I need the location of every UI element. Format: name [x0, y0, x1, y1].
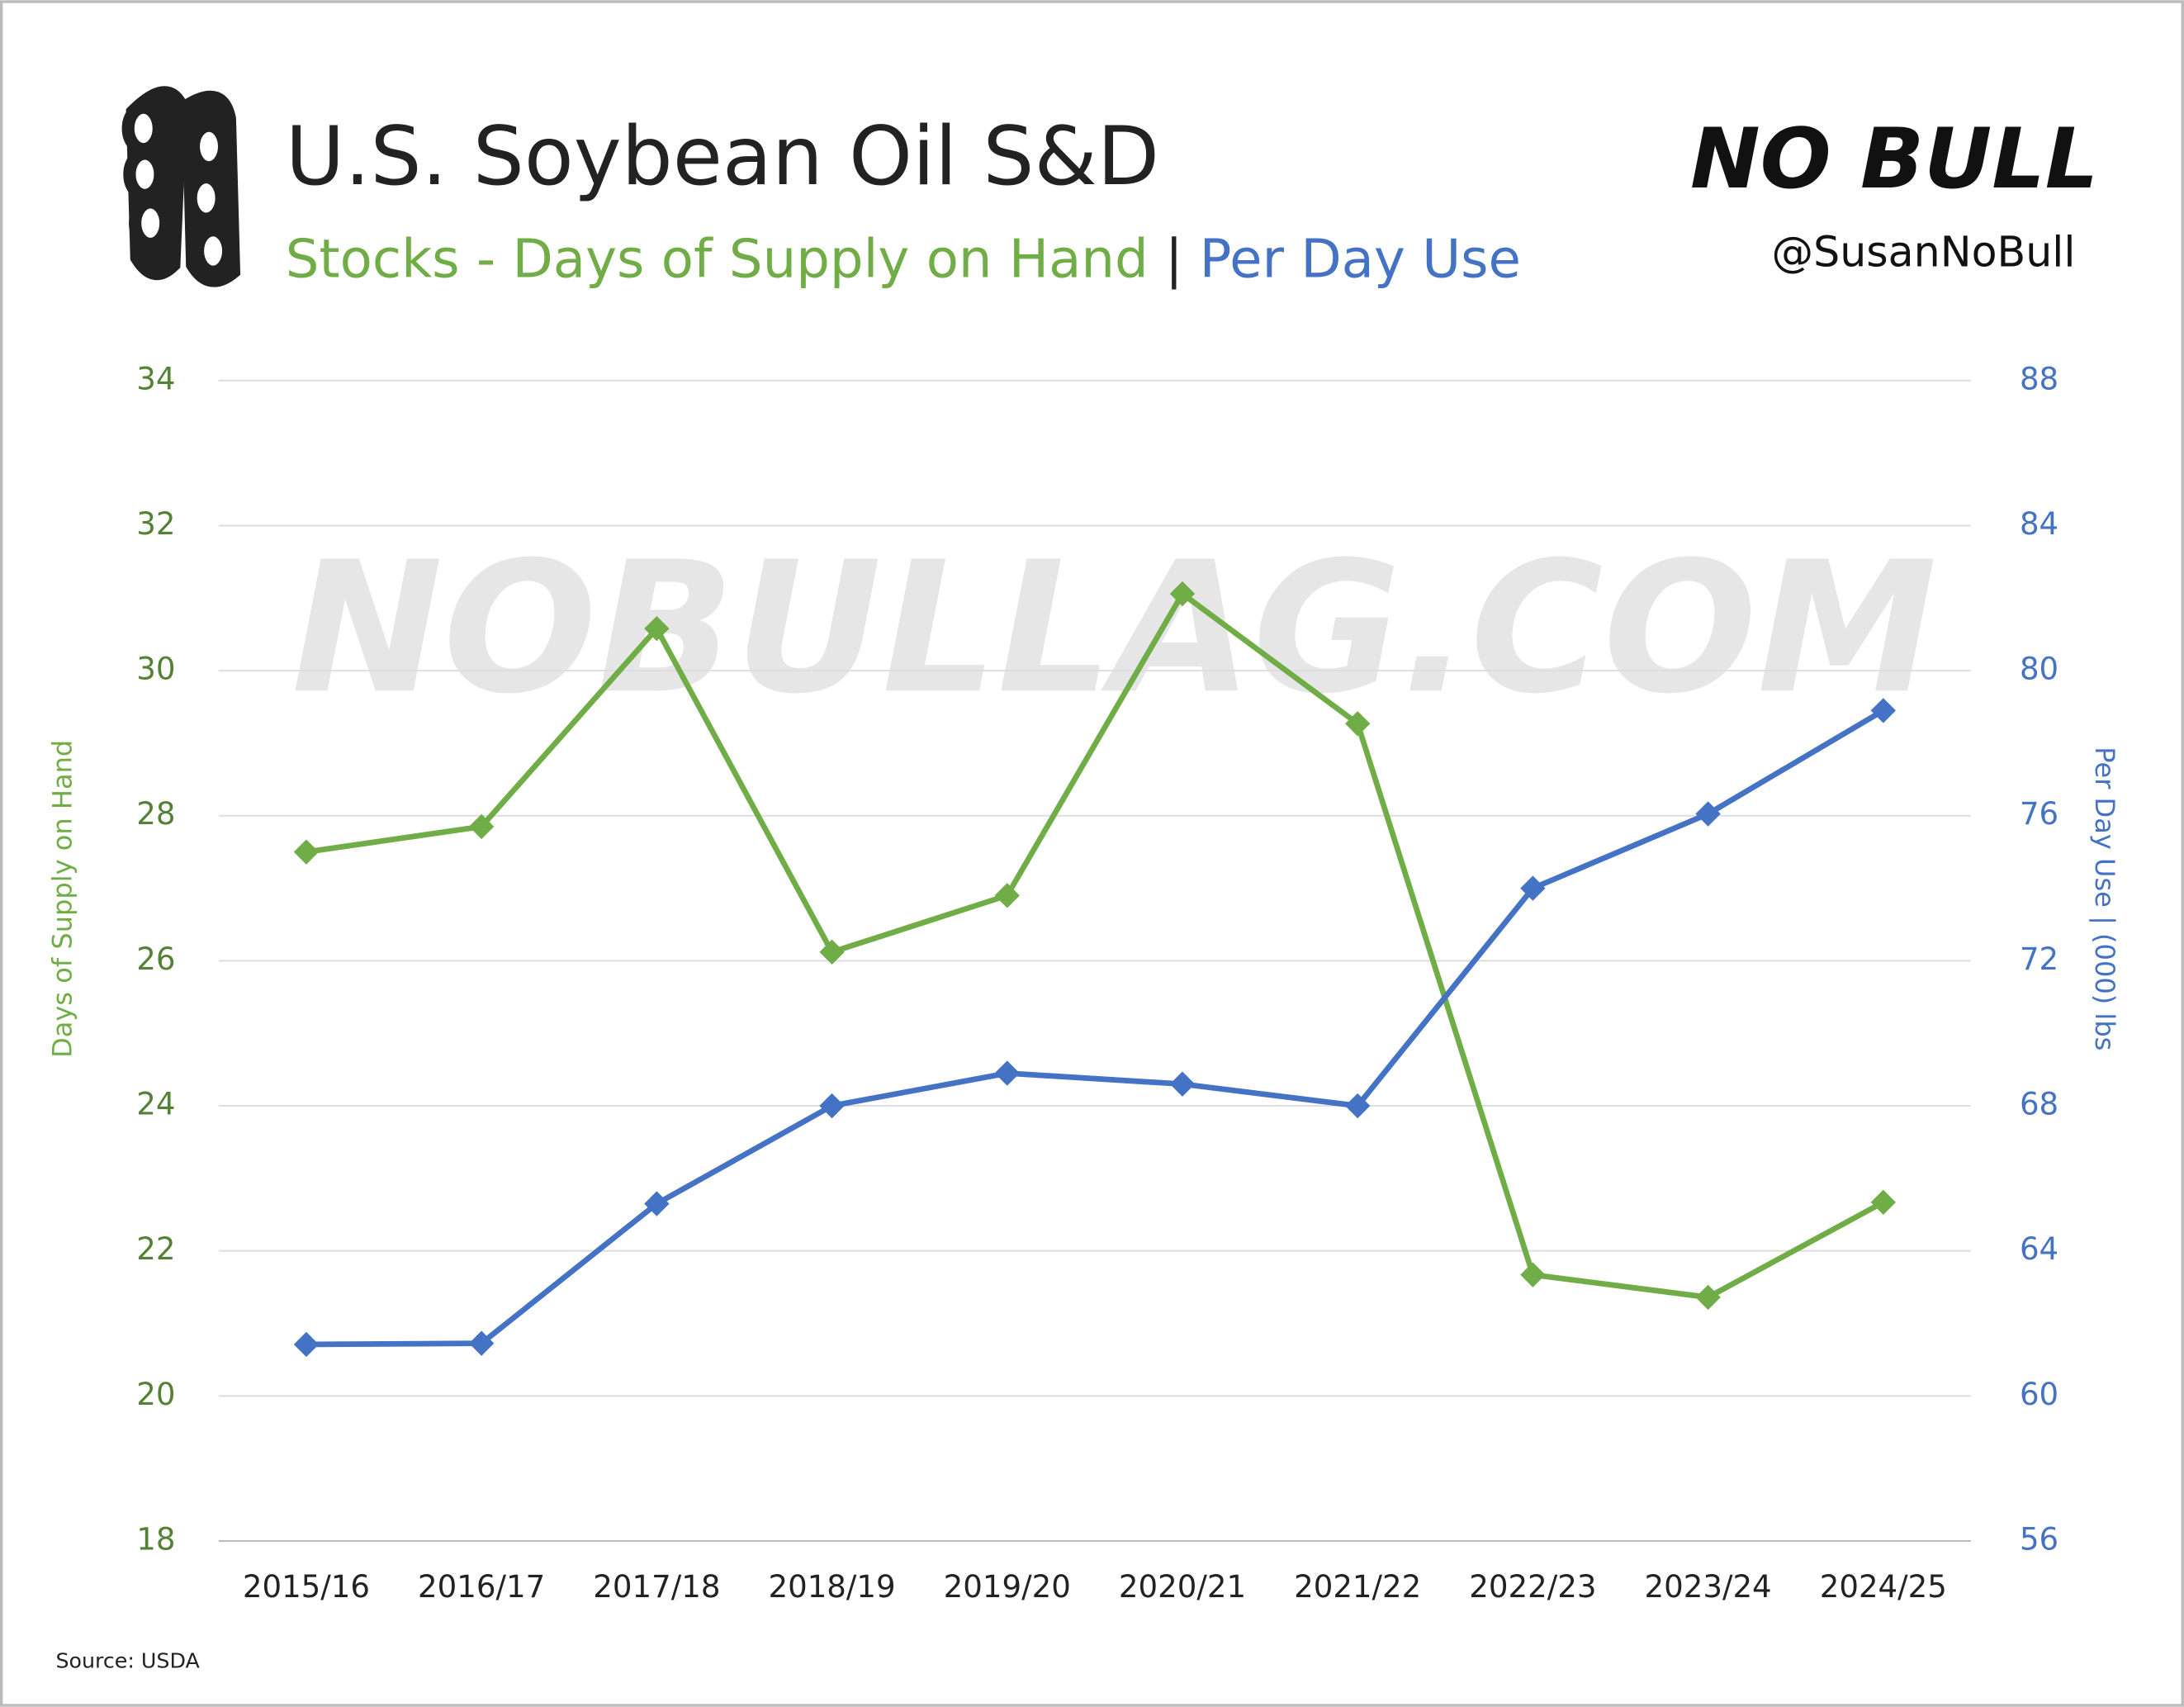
- handle: @SusanNoBull: [1772, 227, 2076, 276]
- x-tick-label: 2018/19: [768, 1569, 895, 1605]
- marker: [293, 839, 320, 865]
- subtitle: Stocks - Days of Supply on Hand | Per Day …: [286, 229, 1521, 290]
- line: [306, 708, 1885, 1348]
- y-tick-label: 32: [136, 506, 175, 542]
- y-axis-label: Days of Supply on Hand: [47, 740, 78, 1058]
- line: [306, 590, 1885, 1301]
- y2-axis-label: Per Day Use | (000) lbs: [2089, 747, 2120, 1050]
- y2-tick-label: 56: [2020, 1521, 2058, 1557]
- marker: [994, 883, 1020, 908]
- y-tick-label: 28: [136, 796, 175, 832]
- marker: [994, 1060, 1020, 1086]
- subtitle-left: Stocks - Days of Supply on Hand: [286, 229, 1149, 290]
- marker: [644, 615, 670, 642]
- y-tick-label: 24: [136, 1087, 175, 1122]
- y-tick-label: 26: [136, 941, 175, 977]
- y2-tick-label: 88: [2020, 361, 2058, 396]
- x-tick-label: 2021/22: [1294, 1569, 1421, 1605]
- x-tick-label: 2024/25: [1820, 1569, 1947, 1605]
- marker: [1695, 1284, 1721, 1311]
- chart-title: U.S. Soybean Oil S&D: [286, 110, 1159, 204]
- y2-tick-label: 76: [2020, 796, 2058, 832]
- source: Source: USDA: [55, 1649, 200, 1673]
- y2-tick-label: 68: [2020, 1087, 2058, 1122]
- watermark: NOBULLAG.COM: [291, 522, 1937, 733]
- marker: [644, 1191, 670, 1216]
- subtitle-right: Per Day Use: [1200, 229, 1521, 290]
- brand: NO BULL: [1690, 110, 2098, 207]
- x-tick-label: 2019/20: [944, 1569, 1071, 1605]
- y-tick-label: 30: [136, 652, 175, 687]
- y2-tick-label: 80: [2020, 652, 2058, 687]
- x-tick-label: 2023/24: [1645, 1569, 1772, 1605]
- marker: [1695, 801, 1721, 827]
- y2-tick-label: 64: [2020, 1231, 2058, 1267]
- x-tick-label: 2015/16: [243, 1569, 370, 1605]
- x-tick-label: 2017/18: [593, 1569, 720, 1605]
- y-tick-label: 22: [136, 1231, 175, 1267]
- marker: [1520, 875, 1546, 901]
- marker: [293, 1331, 320, 1358]
- marker: [468, 1330, 495, 1356]
- subtitle-separator: |: [1165, 229, 1183, 290]
- y-tick-label: 34: [136, 361, 175, 396]
- x-tick-label: 2022/23: [1469, 1569, 1596, 1605]
- y-tick-label: 18: [136, 1521, 175, 1557]
- x-tick-label: 2020/21: [1119, 1569, 1246, 1605]
- marker: [819, 1093, 845, 1119]
- y2-tick-label: 84: [2020, 506, 2058, 542]
- x-tick-label: 2016/17: [418, 1569, 545, 1605]
- marker: [468, 813, 495, 840]
- soybean-icon: [121, 86, 241, 287]
- y-tick-label: 20: [136, 1377, 175, 1412]
- y2-tick-label: 72: [2020, 941, 2058, 977]
- y2-tick-label: 60: [2020, 1377, 2058, 1412]
